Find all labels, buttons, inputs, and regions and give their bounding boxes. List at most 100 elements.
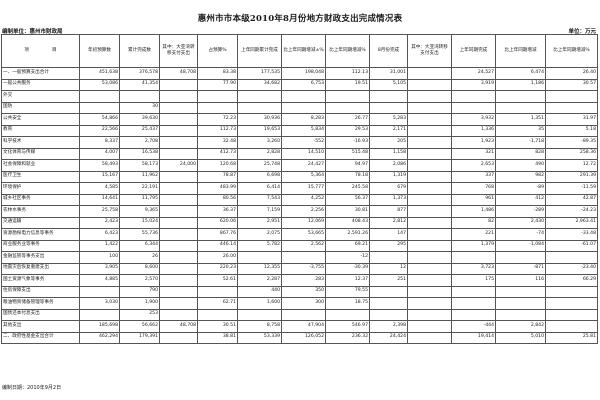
table-cell: 2,075 bbox=[237, 228, 282, 241]
table-cell bbox=[369, 308, 408, 321]
table-cell bbox=[495, 101, 546, 114]
table-cell: 34,682 bbox=[237, 78, 282, 91]
table-cell: 4,885 bbox=[79, 274, 120, 287]
table-cell: 2,708 bbox=[119, 136, 160, 149]
table-cell bbox=[197, 90, 238, 103]
table-cell: 5,834 bbox=[281, 124, 326, 137]
table-cell: 2,570 bbox=[119, 274, 160, 287]
table-cell: 12.37 bbox=[325, 274, 370, 287]
table-cell: 12 bbox=[369, 262, 408, 275]
row-label: 文化体育与传媒 bbox=[1, 147, 80, 160]
table-cell bbox=[407, 90, 452, 103]
table-cell bbox=[451, 251, 496, 264]
table-cell: 47,904 bbox=[281, 320, 326, 333]
table-cell: 3,723 bbox=[451, 262, 496, 275]
table-cell: 376,578 bbox=[119, 67, 160, 80]
table-cell bbox=[281, 308, 326, 321]
table-cell bbox=[369, 90, 408, 103]
table-cell: 321 bbox=[451, 147, 496, 160]
table-cell: 126,052 bbox=[281, 331, 326, 344]
table-row: 公共安全 54,866 39,630 72.23 30,936 8,283 26.77 5,2… bbox=[1, 113, 598, 126]
table-cell bbox=[237, 101, 282, 114]
table-cell: 12.72 bbox=[545, 159, 598, 172]
table-cell: 1,351 bbox=[495, 113, 546, 126]
table-cell: 15,777 bbox=[281, 182, 326, 195]
table-cell: 147 bbox=[369, 228, 408, 241]
table-cell: 39,630 bbox=[119, 113, 160, 126]
table-cell: 2,287 bbox=[237, 274, 282, 287]
table-cell bbox=[159, 124, 198, 137]
table-cell: 412 bbox=[495, 193, 546, 206]
table-cell: 408.43 bbox=[325, 216, 370, 229]
table-cell: 1,373 bbox=[369, 193, 408, 206]
table-cell: 12,355 bbox=[237, 262, 282, 275]
column-header: 比上年同期增减% bbox=[545, 34, 598, 68]
table-cell bbox=[407, 297, 452, 310]
table-row: 粮油物资储备管理等事务 3,030 1,900 62.71 1,600 300 18.75 bbox=[1, 297, 598, 310]
table-cell: 1,923 bbox=[451, 136, 496, 149]
row-label: 一般公共服务 bbox=[1, 78, 80, 91]
table-cell: 2,430 bbox=[495, 216, 546, 229]
table-cell: 337 bbox=[451, 170, 496, 183]
table-row: 医疗卫生 15,167 11,962 78.87 6,698 5,364 78.18 1,31… bbox=[1, 170, 598, 183]
table-cell: 179,391 bbox=[119, 331, 160, 344]
table-cell: 24,000 bbox=[159, 159, 198, 172]
table-cell: 2,842 bbox=[495, 320, 546, 333]
table-cell bbox=[407, 136, 452, 149]
table-cell: 6,423 bbox=[79, 228, 120, 241]
table-cell bbox=[407, 308, 452, 321]
table-cell: 19.51 bbox=[325, 78, 370, 91]
table-row: 资源勘探电力信息等事务 6,423 55,736 867.76 2,075 53,665 2… bbox=[1, 228, 598, 241]
table-cell: 52.61 bbox=[197, 274, 238, 287]
table-cell: 19,653 bbox=[237, 124, 282, 137]
table-cell bbox=[197, 308, 238, 321]
currency-unit-label: 单位：万元 bbox=[568, 29, 596, 35]
table-cell: 48,708 bbox=[159, 67, 198, 80]
table-cell: 1,319 bbox=[369, 170, 408, 183]
table-cell: 4,252 bbox=[281, 193, 326, 206]
compile-date: 编制日期：2010年9月2日 bbox=[2, 385, 62, 391]
table-cell: 22,191 bbox=[119, 182, 160, 195]
table-cell: -89.35 bbox=[545, 136, 598, 149]
table-cell bbox=[369, 285, 408, 298]
table-cell: 300 bbox=[281, 297, 326, 310]
table-cell: 220.23 bbox=[197, 262, 238, 275]
table-cell bbox=[79, 90, 120, 103]
table-cell: 295 bbox=[369, 239, 408, 252]
table-cell: -16.93 bbox=[325, 136, 370, 149]
table-cell: 6,474 bbox=[495, 67, 546, 80]
table-cell: 8,283 bbox=[281, 113, 326, 126]
compiling-unit-label: 编制单位：惠州市财政局 bbox=[2, 29, 63, 35]
table-cell bbox=[407, 228, 452, 241]
table-cell: 14,510 bbox=[281, 147, 326, 160]
table-cell: 515.48 bbox=[325, 147, 370, 160]
table-cell: 66.29 bbox=[545, 274, 598, 287]
table-cell bbox=[407, 113, 452, 126]
table-cell bbox=[369, 101, 408, 114]
table-cell bbox=[407, 170, 452, 183]
table-cell: 30.51 bbox=[197, 320, 238, 333]
table-cell: 58,493 bbox=[79, 159, 120, 172]
table-cell: 30 bbox=[119, 101, 160, 114]
table-cell: 53,086 bbox=[79, 78, 120, 91]
row-label: 地震灾后恢复重建支出 bbox=[1, 262, 80, 275]
table-cell: -24.23 bbox=[545, 205, 598, 218]
table-cell: 25,748 bbox=[237, 159, 282, 172]
table-cell: 83.38 bbox=[197, 67, 238, 80]
table-cell: 80.56 bbox=[197, 193, 238, 206]
table-cell: -89 bbox=[495, 182, 546, 195]
table-cell: 440 bbox=[237, 285, 282, 298]
row-label: 外交 bbox=[1, 90, 80, 103]
table-cell bbox=[495, 285, 546, 298]
table-cell bbox=[407, 147, 452, 160]
table-cell: 16,538 bbox=[119, 147, 160, 160]
table-cell: 25,758 bbox=[79, 205, 120, 218]
table-cell bbox=[451, 101, 496, 114]
table-cell: 2,653 bbox=[451, 159, 496, 172]
table-cell bbox=[495, 308, 546, 321]
table-row: 地震灾后恢复重建支出 3,905 8,600 220.23 12,355 -3,755 -3… bbox=[1, 262, 598, 275]
table-cell: 4,007 bbox=[79, 147, 120, 160]
table-cell bbox=[407, 285, 452, 298]
table-cell bbox=[159, 274, 198, 287]
